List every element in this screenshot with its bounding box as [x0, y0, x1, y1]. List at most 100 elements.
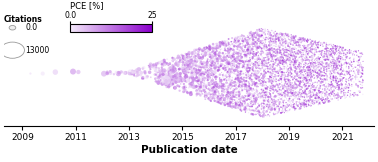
- Point: [301, 95, 307, 98]
- Point: [234, 38, 240, 41]
- Point: [213, 97, 219, 99]
- Point: [295, 65, 301, 68]
- Point: [254, 98, 260, 100]
- Point: [234, 58, 240, 61]
- Point: [242, 100, 248, 103]
- Point: [296, 108, 302, 110]
- Point: [223, 45, 229, 48]
- Point: [252, 98, 258, 101]
- Point: [238, 35, 244, 38]
- Point: [233, 106, 239, 109]
- Point: [171, 70, 177, 72]
- Point: [270, 72, 276, 75]
- Point: [331, 90, 337, 92]
- Point: [234, 61, 240, 63]
- Point: [266, 70, 272, 73]
- Point: [302, 53, 308, 56]
- Point: [226, 51, 232, 54]
- Point: [274, 53, 280, 56]
- Point: [304, 78, 310, 81]
- Point: [222, 50, 228, 52]
- Point: [294, 94, 301, 97]
- Point: [152, 77, 158, 80]
- Point: [352, 66, 358, 68]
- Point: [207, 49, 213, 51]
- Point: [184, 58, 190, 61]
- Point: [196, 78, 202, 80]
- Point: [280, 102, 287, 104]
- Point: [242, 88, 248, 90]
- Point: [324, 88, 330, 91]
- Point: [323, 57, 329, 59]
- Point: [250, 50, 256, 53]
- Point: [296, 53, 302, 56]
- Point: [353, 51, 359, 54]
- Point: [335, 61, 341, 63]
- Point: [277, 52, 283, 54]
- Point: [209, 62, 215, 64]
- Point: [359, 52, 365, 55]
- Point: [303, 81, 309, 84]
- Point: [316, 96, 322, 99]
- Point: [290, 47, 296, 50]
- Point: [211, 81, 217, 84]
- Point: [277, 86, 283, 89]
- Point: [282, 105, 288, 107]
- Point: [311, 93, 318, 96]
- Point: [267, 66, 273, 68]
- Point: [270, 29, 276, 32]
- Point: [232, 78, 238, 81]
- Point: [305, 44, 311, 46]
- Point: [335, 71, 341, 74]
- Point: [313, 46, 319, 49]
- Point: [327, 55, 333, 57]
- Point: [265, 62, 271, 64]
- Point: [266, 107, 272, 109]
- Point: [321, 42, 327, 45]
- Point: [182, 89, 188, 91]
- Point: [311, 59, 318, 61]
- Point: [334, 64, 340, 67]
- Point: [212, 54, 218, 57]
- Point: [251, 99, 257, 102]
- Point: [253, 60, 259, 63]
- Point: [293, 35, 299, 37]
- Point: [211, 62, 217, 65]
- Point: [205, 50, 211, 52]
- Point: [304, 77, 310, 80]
- Point: [319, 70, 325, 73]
- Point: [234, 93, 240, 96]
- Point: [234, 59, 240, 62]
- Point: [276, 92, 282, 95]
- Point: [193, 71, 199, 74]
- Point: [200, 75, 206, 78]
- Point: [224, 43, 230, 45]
- Point: [273, 35, 279, 38]
- Point: [302, 57, 308, 59]
- Point: [127, 73, 133, 75]
- Point: [296, 108, 302, 110]
- Point: [245, 98, 251, 100]
- Point: [210, 80, 216, 82]
- Point: [187, 51, 193, 54]
- Point: [182, 64, 188, 67]
- Point: [301, 63, 307, 66]
- Point: [247, 68, 253, 70]
- Point: [261, 96, 267, 99]
- Point: [191, 86, 197, 89]
- Point: [270, 42, 276, 44]
- Point: [254, 33, 260, 36]
- Point: [293, 42, 299, 45]
- Point: [239, 83, 245, 85]
- Point: [277, 50, 283, 53]
- Point: [225, 87, 231, 89]
- Point: [147, 64, 153, 67]
- Point: [211, 63, 217, 65]
- Point: [212, 100, 218, 103]
- Point: [292, 46, 298, 49]
- Point: [220, 41, 226, 44]
- Point: [270, 92, 276, 94]
- Point: [261, 75, 267, 78]
- Point: [237, 35, 243, 38]
- Point: [257, 97, 263, 99]
